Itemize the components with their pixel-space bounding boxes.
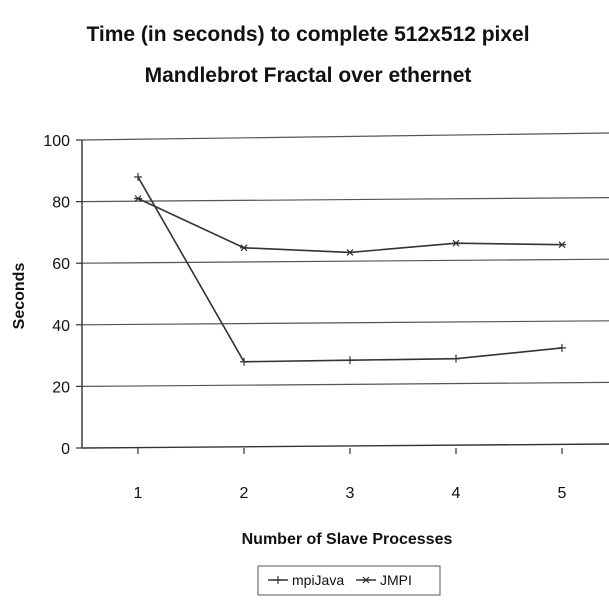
y-tick-label: 60: [52, 256, 70, 273]
y-tick-label: 80: [52, 195, 70, 212]
y-gridline: [81, 132, 609, 141]
chart-title-line-2: Mandlebrot Fractal over ethernet: [145, 64, 472, 87]
data-point-mpijava: [134, 172, 142, 181]
data-point-jmpi-d2: [240, 244, 248, 252]
x-tick-label: 3: [346, 485, 355, 502]
y-tick-label: 40: [52, 318, 70, 335]
data-point-jmpi: [452, 239, 460, 247]
x-tick-label: 1: [134, 485, 143, 502]
data-point-mpijava: [452, 354, 460, 363]
x-axis-title: Number of Slave Processes: [242, 531, 453, 548]
y-tick-label: 0: [61, 441, 70, 458]
y-tick-label: 100: [43, 133, 70, 150]
data-point-mpijava: [558, 343, 566, 352]
legend-marker-mpijava: [274, 576, 282, 584]
legend-marker-jmpi-d2: [362, 576, 370, 584]
legend-marker-jmpi: [362, 576, 370, 584]
data-point-jmpi: [346, 248, 354, 256]
data-point-jmpi: [558, 241, 566, 249]
legend: mpiJava JMPI: [257, 565, 441, 596]
chart-title-line-1: Time (in seconds) to complete 512x512 pi…: [86, 23, 529, 46]
y-gridline: [81, 381, 609, 387]
data-point-mpijava: [240, 357, 248, 366]
data-point-jmpi: [134, 195, 142, 202]
x-tick-label: 4: [452, 485, 461, 502]
data-point-mpijava: [346, 356, 354, 365]
y-gridline: [81, 258, 609, 264]
series-line-jmpi: [137, 197, 563, 254]
x-tick-label: 5: [558, 485, 567, 502]
legend-label-jmpi: JMPI: [380, 572, 412, 588]
x-tick-label: 2: [240, 485, 249, 502]
y-gridline: [81, 197, 609, 203]
legend-items: mpiJava JMPI: [268, 572, 412, 588]
plot-area: 0 20 40 60 80 100 1 2 3 4 5: [43, 132, 609, 502]
y-gridline: [81, 320, 609, 326]
data-point-jmpi-d2: [558, 241, 566, 249]
series-line-mpijava: [137, 176, 563, 363]
data-point-jmpi-d2: [346, 248, 354, 256]
y-axis-title: Seconds: [11, 263, 28, 330]
data-point-jmpi-d2: [452, 239, 460, 247]
y-tick-label: 20: [52, 379, 70, 396]
data-point-jmpi-d2: [134, 195, 142, 202]
data-point-jmpi: [240, 244, 248, 252]
legend-label-mpijava: mpiJava: [292, 572, 344, 588]
x-axis-line: [81, 443, 609, 449]
legend-box: [257, 565, 441, 596]
